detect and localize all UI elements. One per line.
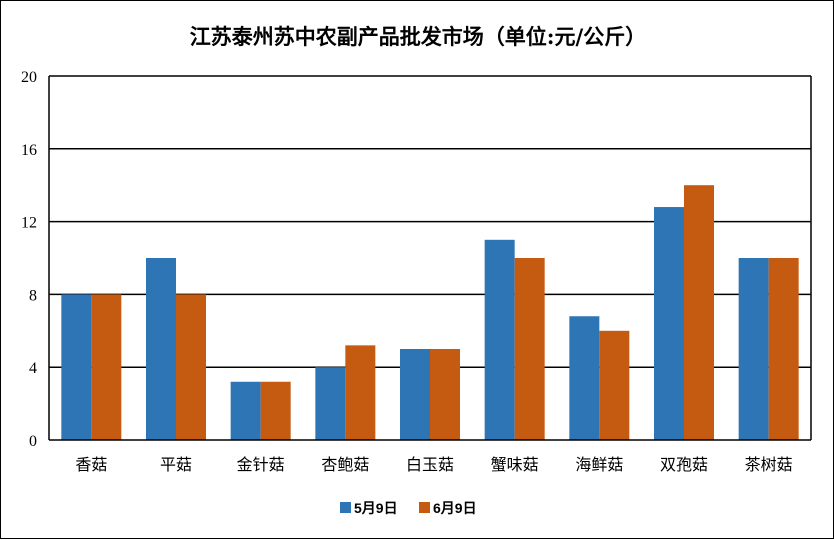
bar-series1-8 <box>738 258 769 440</box>
legend-swatch-2 <box>419 502 430 513</box>
bar-series1-2 <box>230 381 261 440</box>
bar-series2-6 <box>599 330 630 440</box>
legend-swatch-1 <box>340 502 351 513</box>
bar-series1-3 <box>315 367 346 440</box>
bar-series2-4 <box>430 349 460 440</box>
bar-series1-5 <box>484 239 515 440</box>
axes <box>48 76 812 441</box>
bar-series1-6 <box>569 316 600 440</box>
x-category-labels: 香菇 平菇 金针菇 杏鲍菇 白玉菇 蟹味菇 海鲜菇 双孢菇 茶树菇 <box>75 455 792 474</box>
y-tick-label: 16 <box>21 142 37 159</box>
bar-series1-1 <box>146 258 176 440</box>
legend-label-2: 6月9日 <box>433 500 477 516</box>
x-category-label: 平菇 <box>160 455 192 474</box>
bar-series1-4 <box>400 349 430 440</box>
y-tick-label: 20 <box>21 69 37 86</box>
bar-series2-0 <box>91 294 122 440</box>
x-category-label: 金针菇 <box>237 455 285 474</box>
y-tick-label: 12 <box>21 215 37 232</box>
legend-label-1: 5月9日 <box>354 500 398 516</box>
chart-title: 江苏泰州苏中农副产品批发市场（单位:元/公斤） <box>190 24 646 49</box>
bar-series2-1 <box>176 294 206 440</box>
x-category-label: 白玉菇 <box>406 455 454 474</box>
y-tick-labels: 0 4 8 12 16 20 <box>21 69 37 450</box>
y-tick-label: 0 <box>29 433 37 450</box>
bar-series1-0 <box>61 294 92 440</box>
legend: 5月9日 6月9日 <box>340 500 477 516</box>
bar-series2-2 <box>260 381 291 440</box>
bars <box>61 185 799 440</box>
x-category-label: 香菇 <box>75 455 107 474</box>
x-category-label: 杏鲍菇 <box>321 455 369 474</box>
bar-series2-5 <box>514 258 545 440</box>
x-category-label: 蟹味菇 <box>491 455 539 474</box>
bar-series1-7 <box>654 207 684 440</box>
x-category-label: 双孢菇 <box>660 455 708 474</box>
bar-series2-8 <box>768 258 799 440</box>
bar-series2-7 <box>684 185 714 440</box>
y-tick-label: 4 <box>29 360 37 377</box>
x-category-label: 海鲜菇 <box>575 455 623 474</box>
bar-series2-3 <box>345 345 376 440</box>
y-tick-label: 8 <box>29 287 37 304</box>
x-category-label: 茶树菇 <box>745 455 793 474</box>
